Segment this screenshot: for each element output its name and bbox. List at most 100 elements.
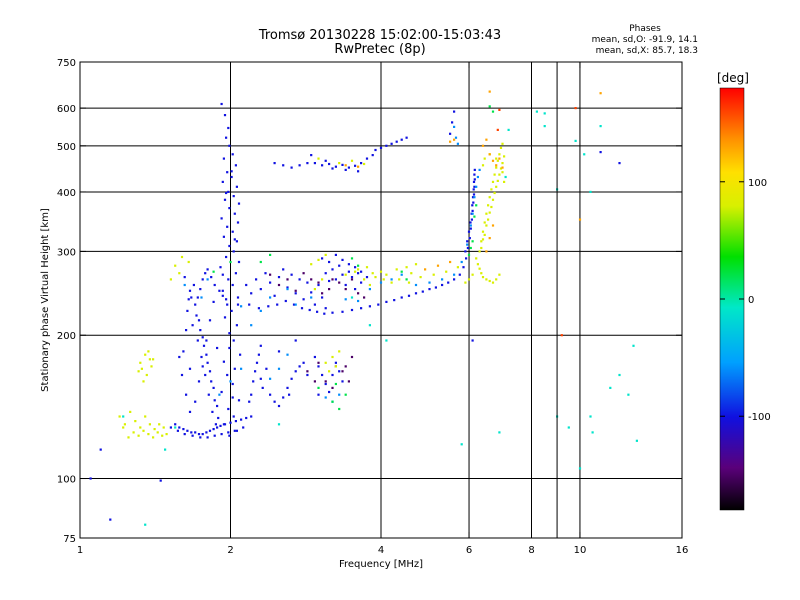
data-point [228, 332, 231, 335]
data-point [599, 125, 602, 128]
data-point [317, 386, 320, 389]
data-point [176, 429, 179, 432]
data-point [144, 415, 147, 418]
data-point [277, 350, 281, 353]
data-point [159, 479, 162, 482]
data-point [174, 426, 177, 429]
data-point [233, 212, 236, 215]
data-point [390, 142, 393, 145]
data-point [338, 350, 341, 353]
data-point [331, 400, 334, 403]
data-point [331, 373, 334, 377]
data-point [259, 344, 262, 347]
data-point [227, 431, 230, 434]
data-point [390, 281, 393, 284]
data-point [219, 424, 222, 427]
data-point [471, 339, 474, 342]
data-point [398, 278, 401, 281]
data-point [207, 393, 210, 396]
data-point [371, 154, 374, 157]
data-point [328, 260, 331, 264]
data-point [188, 289, 192, 292]
data-point [231, 153, 234, 156]
data-point [473, 196, 476, 199]
data-point [488, 153, 491, 156]
data-point [374, 148, 377, 152]
data-point [313, 380, 316, 383]
data-point [488, 90, 491, 93]
data-point [385, 144, 388, 147]
data-point [476, 175, 479, 179]
data-point [350, 355, 354, 359]
data-point [324, 361, 327, 364]
data-point [357, 299, 360, 303]
data-point [259, 309, 262, 312]
data-point [363, 296, 366, 299]
data-point [495, 164, 498, 167]
data-point [178, 426, 181, 429]
data-point [331, 355, 334, 359]
data-point [214, 423, 217, 426]
data-point [498, 173, 501, 176]
data-point [354, 288, 357, 291]
data-point [321, 257, 324, 260]
data-point [302, 272, 305, 275]
data-point [144, 353, 147, 356]
data-point [165, 433, 168, 436]
data-point [234, 272, 237, 275]
data-point [365, 266, 369, 269]
data-point [317, 365, 320, 368]
data-point [470, 218, 473, 221]
data-point [290, 273, 293, 276]
data-point [186, 429, 189, 432]
data-point [400, 296, 403, 299]
data-point [410, 272, 413, 275]
data-point [197, 319, 201, 322]
data-point [150, 365, 153, 368]
data-point [368, 288, 371, 291]
data-point [313, 288, 316, 291]
y-tick-label: 500 [57, 142, 76, 153]
data-point [475, 257, 478, 260]
data-point [350, 308, 354, 312]
data-point [535, 110, 538, 113]
data-point [473, 215, 476, 218]
data-point [306, 162, 309, 165]
data-point [194, 303, 197, 306]
data-point [453, 273, 456, 276]
data-point [324, 253, 327, 256]
data-point [458, 273, 461, 276]
data-point [152, 358, 155, 361]
data-point [324, 380, 327, 383]
data-point [186, 309, 189, 312]
data-point [205, 339, 208, 342]
data-point [212, 428, 215, 431]
data-point [213, 283, 216, 287]
data-point [467, 253, 471, 256]
data-point [344, 164, 347, 167]
data-point [156, 431, 159, 434]
data-point [228, 434, 231, 437]
data-point [405, 136, 408, 139]
data-point [485, 250, 488, 253]
data-point [194, 431, 197, 434]
data-point [503, 180, 506, 183]
data-point [259, 288, 262, 291]
x-tick-label: 10 [574, 545, 587, 556]
data-point [220, 102, 223, 106]
data-point [221, 289, 224, 292]
data-point [560, 334, 563, 337]
data-point [328, 162, 331, 166]
data-point [599, 92, 602, 95]
data-point [216, 346, 219, 350]
data-point [503, 155, 506, 158]
data-point [213, 434, 216, 437]
data-point [473, 185, 476, 188]
data-point [498, 108, 501, 111]
data-point [344, 393, 347, 396]
data-point [286, 286, 289, 289]
data-point [328, 390, 331, 394]
data-point [341, 273, 344, 276]
data-point [240, 367, 243, 370]
